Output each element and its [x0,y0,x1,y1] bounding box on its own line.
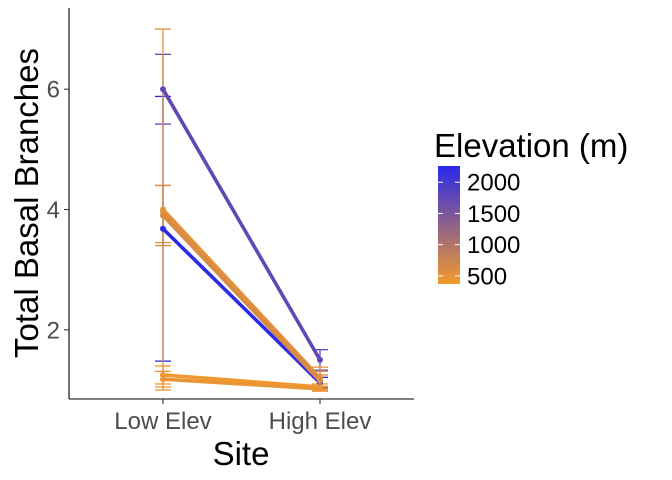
legend: Elevation (m) 2000 1500 1000 500 [434,127,628,290]
error-bars [155,28,328,392]
series-line [161,227,322,385]
legend-label: 500 [467,263,507,290]
data-point [160,225,166,232]
y-tick-label: 2 [47,317,60,344]
x-tick-label: Low Elev [114,408,211,435]
series-line [161,214,322,383]
x-ticks: Low Elev High Elev [114,399,371,435]
legend-label: 2000 [467,170,520,197]
data-point [317,377,323,384]
data-point [160,376,166,383]
data-point [317,356,323,363]
x-tick-label: High Elev [269,408,372,435]
legend-label: 1000 [467,232,520,259]
y-tick-label: 6 [47,77,60,104]
legend-colorbar [438,166,460,284]
plot-area: 2 4 6 Low Elev High Elev [47,8,414,435]
series-points [160,86,323,392]
x-axis-title: Site [213,435,270,472]
y-ticks: 2 4 6 [47,77,69,344]
series-line [162,377,321,391]
series-line [161,88,322,361]
data-point [160,86,166,93]
data-point [317,385,323,392]
legend-label: 1500 [467,201,520,228]
data-point [160,212,166,219]
data-point [160,371,166,378]
legend-title: Elevation (m) [434,127,628,164]
series-lines [161,88,322,391]
legend-labels: 2000 1500 1000 500 [438,170,520,290]
y-axis-title: Total Basal Branches [8,48,45,358]
series-line [162,373,321,389]
y-tick-label: 4 [47,197,60,224]
